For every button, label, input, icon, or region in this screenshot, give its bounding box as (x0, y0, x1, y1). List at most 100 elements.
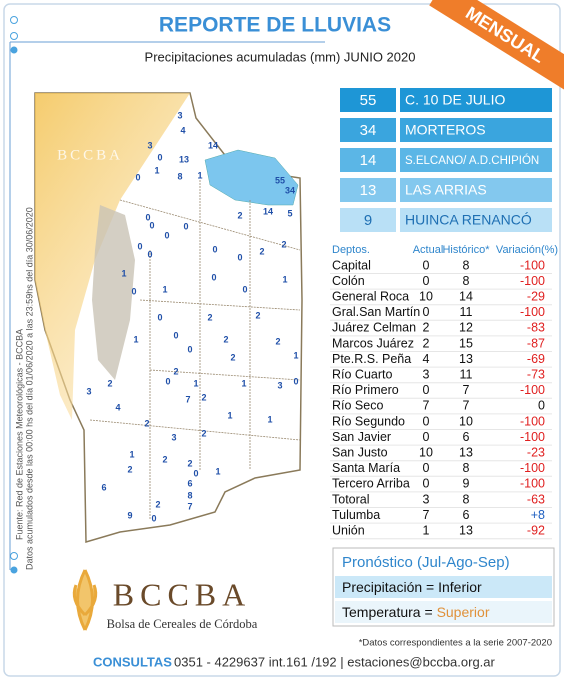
table-cell: 15 (459, 336, 473, 350)
logo: BCCBA Bolsa de Cereales de Córdoba (72, 569, 258, 631)
rank-value-box (340, 178, 396, 202)
table-cell: 2 (423, 321, 430, 335)
table-cell: 0 (423, 430, 430, 444)
station-value: 5 (287, 208, 292, 218)
table-cell: -100 (520, 383, 545, 397)
table-cell: 7 (463, 383, 470, 397)
table-cell: 7 (423, 508, 430, 522)
dept-name: Colón (332, 274, 365, 288)
station-value: 0 (151, 513, 156, 523)
rank-station: S.ELCANO/ A.D.CHIPIÓN (405, 154, 539, 167)
lake (204, 149, 299, 206)
table-cell: 9 (463, 477, 470, 491)
table-cell: -87 (527, 336, 545, 350)
station-value: 0 (237, 252, 242, 262)
table-cell: -100 (520, 430, 545, 444)
dept-name: Río Cuarto (332, 367, 392, 381)
station-value: 0 (157, 152, 162, 162)
table-cell: +8 (531, 508, 545, 522)
station-value: 2 (107, 378, 112, 388)
station-value: 14 (208, 140, 218, 150)
rank-station: LAS ARRIAS (405, 182, 487, 198)
station-value: 2 (255, 310, 260, 320)
table-cell: 0 (423, 414, 430, 428)
table-cell: 0 (423, 461, 430, 475)
table-cell: -63 (527, 492, 545, 506)
table-cell: -69 (527, 352, 545, 366)
table-header: Actual (413, 244, 444, 256)
station-value: 1 (129, 449, 134, 459)
footnote: *Datos correspondientes a la serie 2007-… (359, 638, 552, 649)
station-value: 0 (211, 272, 216, 282)
badge: MENSUAL (429, 0, 564, 91)
rank-name-box (400, 118, 552, 142)
table-cell: -83 (527, 321, 545, 335)
station-value: 2 (281, 239, 286, 249)
department-borders (89, 180, 301, 520)
station-value: 0 (131, 286, 136, 296)
station-value: 2 (187, 458, 192, 468)
station-value: 3 (171, 432, 176, 442)
dept-name: Juárez Celman (332, 321, 416, 335)
rank-value-box (340, 148, 396, 172)
dept-name: Tulumba (332, 508, 380, 522)
station-value: 0 (183, 221, 188, 231)
table-cell: 11 (460, 305, 473, 319)
table-cell: 0 (423, 305, 430, 319)
department-table: Deptos. Actual Histórico* Variación(%) Capit… (330, 244, 558, 540)
station-value: 0 (135, 172, 140, 182)
yellow-zone (35, 93, 190, 420)
table-cell: -92 (527, 523, 545, 537)
mountains (92, 205, 135, 380)
table-cell: -100 (520, 274, 545, 288)
station-value: 0 (157, 312, 162, 322)
rank-name-box (400, 88, 552, 112)
station-value: 4 (180, 125, 185, 135)
station-value: 2 (173, 366, 178, 376)
station-value: 0 (193, 468, 198, 478)
badge-ribbon (429, 0, 564, 91)
table-cell: 3 (423, 492, 430, 506)
dept-name: Totoral (332, 492, 370, 506)
table-cell: 6 (463, 508, 470, 522)
table-cell: -23 (527, 445, 545, 459)
station-value: 7 (185, 394, 190, 404)
station-value: 2 (201, 428, 206, 438)
station-value: 0 (212, 244, 217, 254)
station-value: 1 (293, 350, 298, 360)
table-cell: 0 (538, 399, 545, 413)
station-value: 2 (259, 246, 264, 256)
footer-label: CONSULTAS (93, 654, 172, 669)
dept-name: Río Segundo (332, 414, 405, 428)
table-cell: 0 (423, 274, 430, 288)
rank-name-box (400, 148, 552, 172)
station-value: 2 (162, 454, 167, 464)
table-header: Deptos. (332, 244, 370, 256)
station-value: 1 (154, 165, 159, 175)
station-value: 1 (162, 284, 167, 294)
rank-value-box (340, 88, 396, 112)
station-value: 9 (127, 510, 132, 520)
dept-name: Marcos Juárez (332, 336, 414, 350)
station-value: 7 (187, 501, 192, 511)
station-value: 3 (177, 110, 182, 120)
dot (10, 16, 18, 24)
dept-name: Santa María (332, 461, 400, 475)
table-cell: 8 (463, 461, 470, 475)
rank-value: 14 (360, 152, 377, 169)
table-cell: 11 (460, 367, 473, 381)
table-cell: 8 (463, 274, 470, 288)
station-value: 14 (263, 206, 273, 216)
footer-contact: 0351 - 4229637 int.161 /192 | estaciones… (174, 654, 496, 669)
station-value: 1 (267, 414, 272, 424)
station-value: 2 (144, 418, 149, 428)
station-value: 13 (179, 154, 189, 164)
forecast-row (335, 601, 552, 623)
rank-station: MORTEROS (405, 122, 486, 138)
station-value: 6 (187, 478, 192, 488)
source-note: Fuente: Red de Estaciones Meteorológicas… (14, 329, 24, 540)
table-cell: -100 (520, 258, 545, 272)
table-cell: 8 (463, 492, 470, 506)
table-cell: 4 (423, 352, 430, 366)
title: REPORTE DE LLUVIAS (159, 14, 391, 37)
